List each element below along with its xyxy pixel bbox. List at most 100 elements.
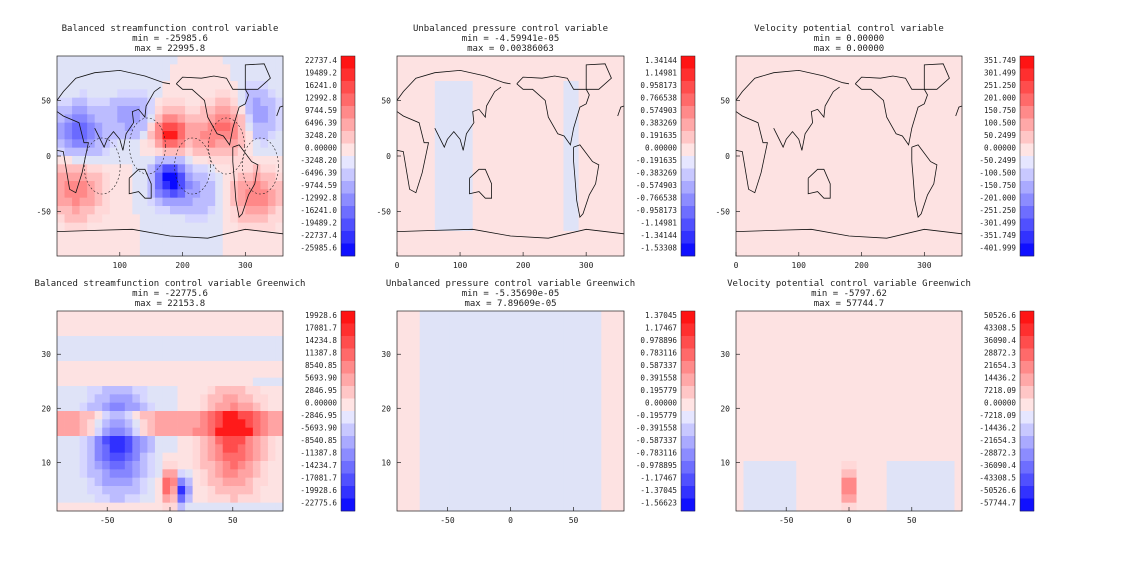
field-cell — [457, 452, 466, 462]
colorbar-swatch — [1020, 436, 1034, 449]
field-cell — [879, 419, 888, 429]
field-cell — [901, 114, 910, 124]
field-cell — [751, 114, 759, 124]
field-cell — [132, 214, 141, 224]
field-cell — [419, 319, 428, 329]
field-cell — [192, 311, 201, 320]
colorbar-frame — [340, 310, 356, 512]
field-cell — [94, 311, 103, 320]
field-cell — [57, 72, 65, 82]
field-cell — [833, 502, 842, 512]
field-cell — [916, 106, 925, 115]
field-cell — [457, 156, 466, 165]
field-cell — [608, 189, 617, 199]
field-cell — [894, 469, 903, 479]
field-cell — [563, 377, 572, 387]
field-cell — [132, 436, 141, 445]
field-cell — [818, 206, 827, 215]
field-cell — [833, 72, 842, 82]
field-cell — [170, 114, 178, 124]
field-cell — [841, 239, 850, 249]
field-cell — [871, 436, 880, 445]
field-cell — [102, 377, 111, 387]
field-cell — [222, 206, 231, 215]
field-cell — [147, 327, 156, 337]
field-cell — [571, 319, 579, 329]
field-cell — [803, 402, 812, 412]
field-cell — [931, 222, 940, 232]
field-cell — [132, 139, 141, 149]
field-cell — [909, 181, 918, 190]
field-cell — [736, 486, 744, 495]
field-cell — [841, 369, 850, 379]
field-cell — [608, 156, 617, 165]
field-cell — [237, 394, 246, 404]
field-cell — [616, 444, 625, 454]
field-cell — [788, 81, 797, 90]
field-cell — [548, 197, 557, 207]
field-cell — [434, 56, 443, 65]
field-cell — [457, 197, 466, 207]
field-cell — [736, 122, 744, 132]
field-cell — [758, 419, 767, 429]
field-cell — [540, 89, 549, 99]
field-cell — [946, 122, 955, 132]
field-cell — [449, 156, 458, 165]
field-cell — [200, 436, 209, 445]
field-cell — [751, 502, 759, 512]
field-cell — [79, 486, 88, 495]
field-cell — [946, 64, 955, 74]
field-cell — [94, 436, 103, 445]
field-cell — [743, 239, 752, 249]
field-cell — [886, 344, 895, 354]
field-cell — [207, 461, 216, 470]
field-cell — [139, 494, 148, 504]
field-cell — [170, 427, 178, 437]
field-cell — [525, 352, 534, 362]
field-cell — [608, 377, 617, 387]
field-cell — [924, 394, 933, 404]
colorbar-label: -0.978895 — [636, 461, 677, 470]
field-cell — [525, 502, 534, 512]
field-cell — [245, 247, 254, 257]
colorbar-label: -25985.6 — [300, 243, 337, 252]
field-cell — [457, 172, 466, 182]
field-cell — [79, 172, 88, 182]
field-cell — [555, 336, 564, 345]
field-cell — [548, 494, 557, 504]
field-cell — [833, 106, 842, 115]
field-cell — [397, 106, 405, 115]
field-cell — [736, 131, 744, 140]
field-cell — [162, 352, 171, 362]
field-cell — [841, 156, 850, 165]
field-cell — [72, 114, 80, 124]
coastline — [56, 69, 171, 101]
field-cell — [230, 402, 239, 412]
field-cell — [766, 327, 775, 337]
field-cell — [751, 97, 759, 107]
field-cell — [781, 427, 790, 437]
field-cell — [796, 247, 805, 257]
field-cell — [849, 189, 857, 199]
field-cell — [758, 502, 767, 512]
colorbar-label: 100.500 — [984, 118, 1016, 127]
field-cell — [124, 122, 133, 132]
field-cell — [879, 214, 888, 224]
field-cell — [901, 56, 910, 65]
field-cell — [480, 344, 489, 354]
field-cell — [751, 494, 759, 504]
field-cell — [931, 352, 940, 362]
field-cell — [162, 197, 171, 207]
field-cell — [207, 206, 216, 215]
field-cell — [64, 369, 73, 379]
field-cell — [117, 114, 126, 124]
field-cell — [94, 147, 103, 157]
field-cell — [185, 386, 193, 395]
field-cell — [162, 106, 171, 115]
field-cell — [124, 311, 133, 320]
colorbar-label: 43308.5 — [984, 323, 1016, 332]
field-cell — [540, 477, 549, 487]
field-cell — [177, 231, 186, 240]
field-cell — [419, 377, 428, 387]
field-cell — [586, 147, 595, 157]
